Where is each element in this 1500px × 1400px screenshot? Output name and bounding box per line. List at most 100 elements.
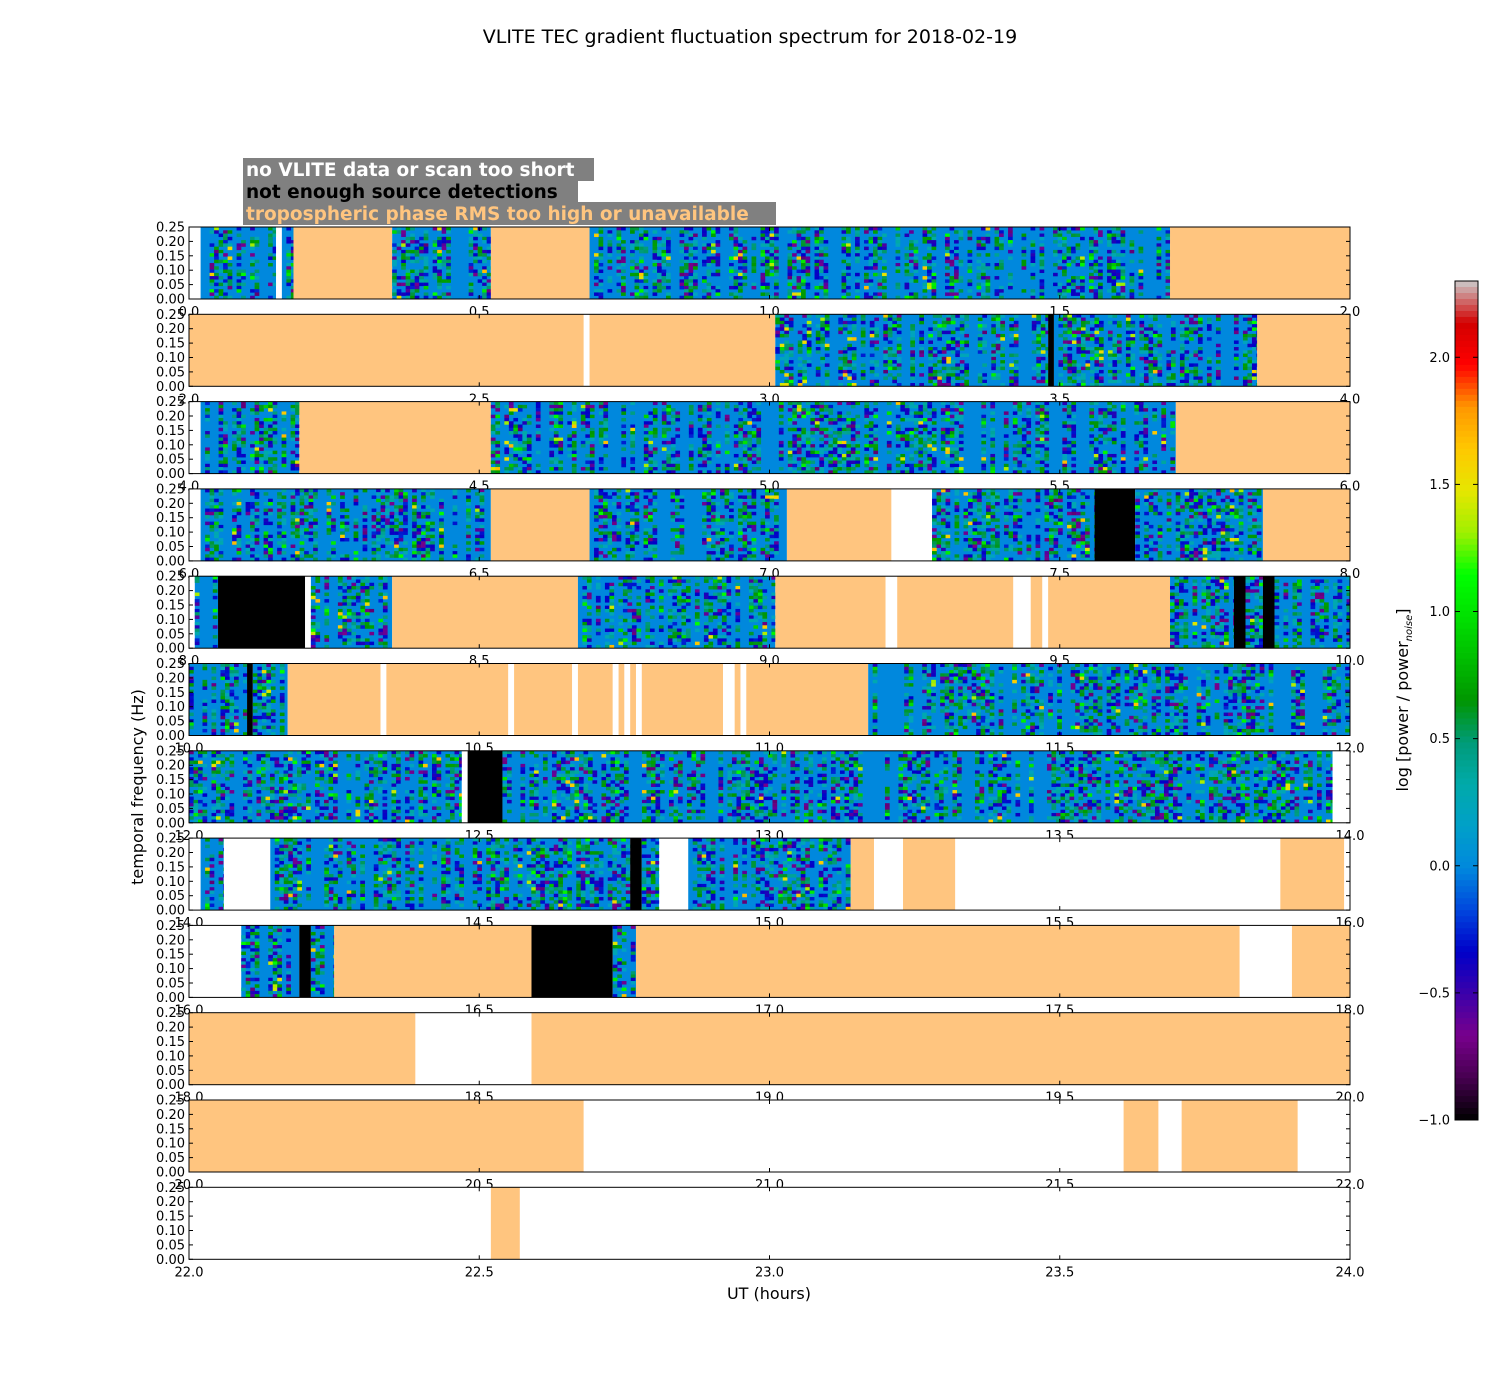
spectrum-cell (806, 314, 812, 318)
spectrum-cell (295, 460, 300, 464)
spectrum-cell (425, 544, 431, 549)
spectrum-cell (490, 427, 496, 432)
spectrum-cell (850, 421, 856, 425)
spectrum-cell (792, 295, 797, 300)
spectrum-cell (842, 324, 848, 328)
spectrum-cell (1045, 366, 1049, 371)
spectrum-cell (1157, 333, 1163, 338)
spectrum-cell (995, 350, 1001, 354)
spectrum-cell (1148, 324, 1154, 328)
spectrum-cell (362, 547, 368, 552)
spectrum-cell (1039, 457, 1045, 461)
spectrum-cell (873, 437, 879, 442)
spectrum-cell (706, 401, 712, 406)
spectrum-cell (250, 246, 255, 251)
spectrum-cell (1143, 330, 1149, 335)
spectrum-cell (423, 233, 429, 238)
spectrum-cell (643, 467, 649, 471)
spectrum-cell (517, 404, 523, 409)
spectrum-cell (922, 295, 928, 300)
spectrum-cell (482, 289, 487, 293)
spectrum-cell (797, 363, 803, 367)
spectrum-cell (814, 227, 820, 231)
spectrum-cell (1071, 369, 1077, 374)
spectrum-cell (1112, 337, 1118, 341)
spectrum-cell (814, 431, 820, 435)
spectrum-cell (892, 327, 897, 331)
spectrum-cell (792, 253, 797, 257)
spectrum-cell (1098, 256, 1103, 260)
spectrum-cell (806, 360, 812, 364)
spectrum-cell (949, 460, 955, 464)
spectrum-cell (738, 434, 744, 438)
spectrum-cell (937, 356, 942, 361)
spectrum-cell (991, 356, 996, 361)
spectrum-cell (268, 470, 273, 474)
spectrum-cell (756, 457, 762, 461)
spectrum-cell (598, 537, 604, 542)
spectrum-cell (954, 266, 959, 270)
spectrum-cell (1148, 369, 1154, 374)
spectrum-cell (819, 427, 825, 432)
spectrum-cell (313, 492, 318, 496)
spectrum-cell (1116, 360, 1122, 364)
spectrum-cell (376, 537, 381, 542)
spectrum-cell (1166, 363, 1172, 367)
spectrum-cell (995, 343, 1001, 348)
spectrum-cell (982, 314, 987, 318)
spectrum-cell (801, 253, 806, 257)
spectrum-cell (553, 408, 559, 412)
spectrum-cell (1215, 350, 1221, 354)
spectrum-cell (877, 272, 883, 277)
spectrum-cell (1184, 369, 1190, 374)
spectrum-cell (452, 508, 458, 513)
spectrum-cell (648, 557, 653, 562)
spectrum-cell (344, 554, 350, 558)
spectrum-cell (567, 434, 573, 438)
spectrum-cell (675, 498, 680, 503)
spectrum-cell (661, 401, 667, 406)
spectrum-cell (1040, 324, 1046, 328)
spectrum-cell (1094, 366, 1100, 371)
spectrum-cell (802, 366, 807, 371)
spectrum-cell (864, 411, 870, 415)
spectrum-cell (670, 440, 676, 445)
spectrum-cell (1107, 256, 1112, 260)
spectrum-cell (715, 227, 721, 231)
spectrum-cell (1111, 414, 1117, 419)
spectrum-cell (1107, 314, 1113, 318)
spectrum-cell (661, 285, 667, 290)
spectrum-cell (1062, 269, 1067, 274)
spectrum-cell (661, 240, 667, 244)
spectrum-cell (895, 427, 901, 432)
spectrum-cell (340, 524, 345, 529)
spectrum-cell (326, 505, 332, 509)
spectrum-cell (855, 285, 860, 290)
spectrum-cell (1116, 320, 1122, 325)
spectrum-cell (607, 246, 613, 251)
spectrum-cell (621, 457, 627, 461)
spectrum-cell (949, 463, 955, 468)
spectrum-cell (1067, 369, 1073, 374)
spectrum-cell (1215, 376, 1221, 380)
spectrum-cell (796, 233, 802, 238)
spectrum-cell (1071, 276, 1076, 280)
spectrum-cell (679, 285, 685, 290)
spectrum-cell (787, 401, 793, 406)
spectrum-cell (1008, 285, 1013, 290)
spectrum-cell (1233, 320, 1239, 325)
spectrum-cell (441, 259, 447, 264)
spectrum-cell (594, 269, 599, 274)
spectrum-cell (1039, 424, 1045, 428)
spectrum-cell (1040, 333, 1046, 338)
spectrum-cell (281, 488, 287, 493)
spectrum-cell (290, 495, 296, 499)
spectrum-cell (864, 246, 869, 251)
spectrum-cell (999, 230, 1004, 234)
spectrum-cell (693, 292, 698, 296)
spectrum-cell (412, 488, 417, 493)
spectrum-cell (1058, 317, 1064, 322)
spectrum-cell (864, 424, 870, 428)
spectrum-cell (855, 460, 861, 464)
spectrum-cell (441, 292, 447, 296)
